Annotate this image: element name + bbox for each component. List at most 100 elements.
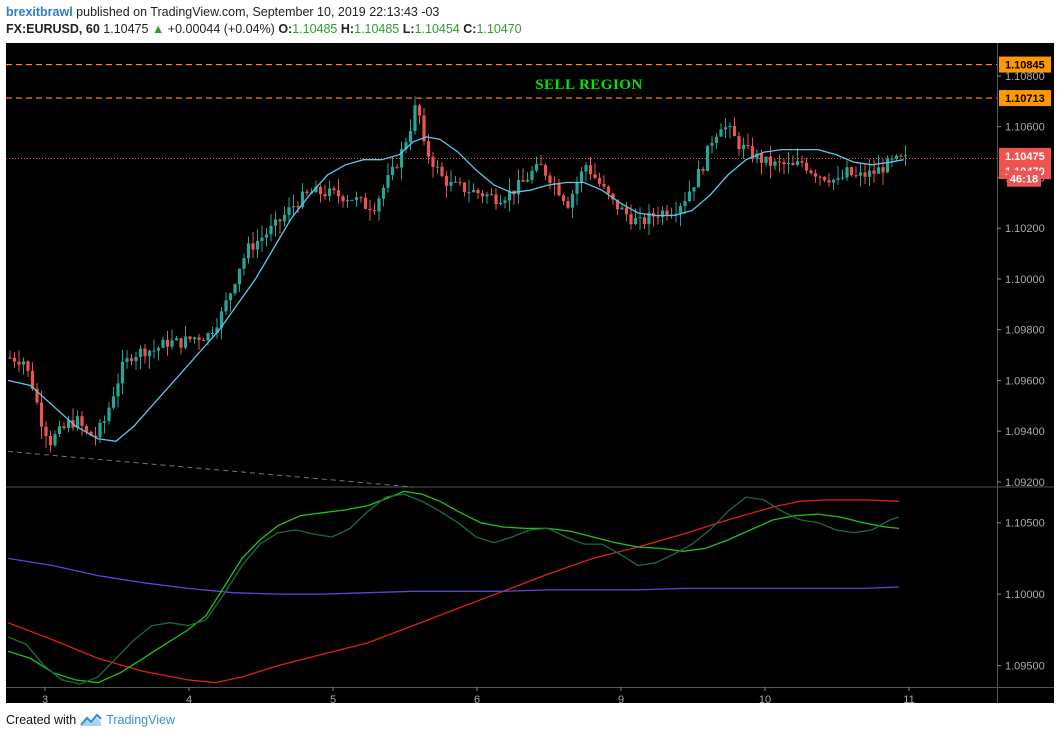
last-price-label: 1.10475 [1005,151,1045,163]
created-with-text: Created with [6,713,77,727]
candle-body [449,181,453,186]
candle-body [557,183,561,196]
price-tick-label: 1.10200 [1005,223,1045,235]
candle-body [773,161,777,166]
candle-body [120,361,125,384]
symbol-info: FX:EURUSD, 60 1.10475 ▲ +0.00044 (+0.04%… [6,22,522,36]
candle-body [260,237,264,241]
candle-body [561,195,566,202]
candle-body [822,176,827,181]
candle-body [831,179,836,183]
candle-body [305,191,309,193]
candle-body [507,190,512,201]
candle-body [426,141,431,157]
candle-body [345,200,350,202]
candle-body [593,174,597,178]
candle-body [318,186,323,195]
candle-body [890,158,894,160]
candle-body [800,161,804,163]
price-chart[interactable]: 1.108001.106001.104001.102001.100001.098… [6,43,1054,703]
candle-body [84,426,89,432]
candle-body [165,339,170,347]
candle-body [377,198,381,212]
price-scale-background [997,43,1054,703]
candle-body [314,186,318,193]
candle-body [588,165,593,175]
candle-body [197,337,201,340]
oscillator-line [7,557,900,595]
candle-body [732,126,737,137]
candle-body [791,162,795,165]
time-tick-label: 6 [474,694,480,703]
oscillator-line [7,493,900,685]
candle-body [705,145,710,171]
candle-body [264,234,269,238]
candle-body [503,200,507,203]
candle-body [93,435,98,438]
time-tick-label: 5 [330,694,336,703]
candle-body [399,149,404,168]
candle-body [233,284,237,294]
candle-body [102,421,107,423]
candle-body [845,167,849,178]
symbol-label: FX:EURUSD, 60 [6,22,100,36]
candle-body [471,189,476,193]
open-value: 1.10485 [292,22,338,36]
candle-body [422,115,426,142]
candle-body [62,426,66,429]
candle-body [809,170,813,174]
low-label: L: [402,22,415,36]
tradingview-logo-icon [80,713,102,726]
up-triangle-icon: ▲ [151,22,165,36]
change-text: +0.00044 (+0.04%) [167,22,275,36]
candle-body [444,176,449,186]
candle-body [35,388,39,403]
candle-body [21,361,26,365]
candle-body [417,105,422,116]
candle-body [174,338,179,341]
candle-body [894,155,899,159]
candle-body [786,162,791,165]
candle-body [782,162,786,165]
candle-body [489,194,494,196]
candle-body [849,167,854,176]
countdown-bg [1007,170,1041,187]
candle-body [611,193,615,200]
countdown-label: 46:18 [1010,174,1038,186]
candle-body [215,327,219,333]
candle-body [620,207,624,210]
candle-body [633,218,638,225]
price-tick-label: 1.09400 [1005,426,1045,438]
candle-body [26,361,30,371]
candle-body [98,422,102,438]
oscillator-tick-label: 1.10500 [1005,518,1045,530]
level-price-label-bg [999,56,1051,73]
candle-body [57,426,62,435]
candle-body [494,194,498,205]
candle-body [80,416,84,427]
candle-body [30,370,35,389]
candle-body [219,311,224,328]
candle-body [332,188,336,191]
candle-body [287,207,291,215]
candle-body [341,196,345,202]
tradingview-brand-link[interactable]: TradingView [106,713,175,727]
candle-body [66,420,71,429]
candle-body [539,164,543,166]
candle-body [372,210,377,212]
candle-body [525,179,530,182]
candle-body [881,167,885,173]
candle-body [647,212,651,225]
close-label: C: [463,22,477,36]
candle-body [413,105,417,132]
candle-body [701,168,705,171]
moving-average-line [7,136,904,442]
candle-body [764,156,768,163]
candle-body [629,214,633,225]
candle-body [327,188,332,197]
candle-body [678,206,683,215]
candle-body [134,356,138,362]
username-link[interactable]: brexitbrawl [6,5,73,19]
candle-body [548,175,552,184]
candle-body [863,172,867,177]
